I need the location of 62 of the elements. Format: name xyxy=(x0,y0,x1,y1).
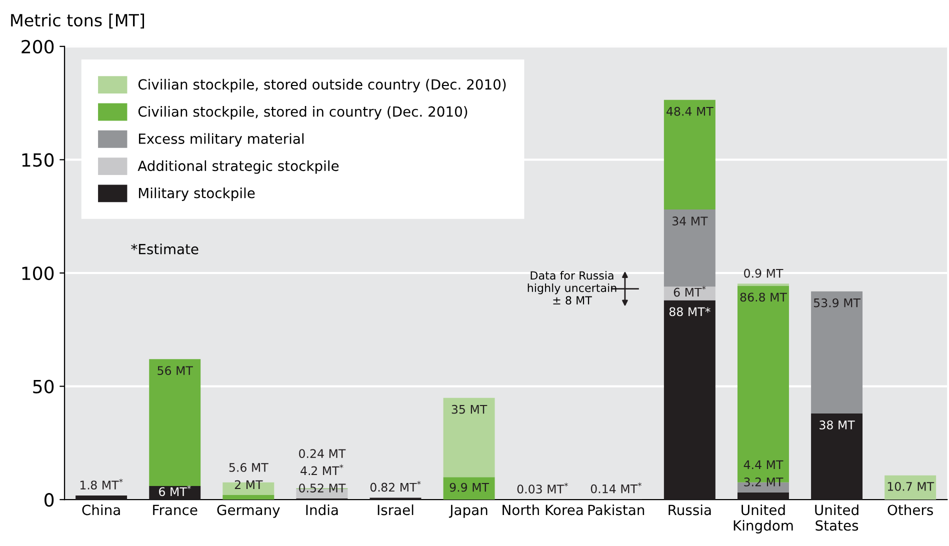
y-tick-label: 100 xyxy=(22,266,54,280)
bar xyxy=(664,100,716,210)
data-label: 0.82 MT$^{*}$ xyxy=(370,480,421,492)
x-tick-label: United States xyxy=(815,504,858,531)
data-label: 38 MT xyxy=(820,420,855,430)
data-label: 9.9 MT xyxy=(450,482,490,492)
y-tick-label: 150 xyxy=(22,153,54,167)
x-tick-label: India xyxy=(306,504,338,516)
bar xyxy=(811,291,863,414)
annotation: *Estimate xyxy=(131,244,198,254)
data-label: 86.8 MT xyxy=(740,292,787,302)
data-label: 4.4 MT xyxy=(744,460,784,470)
legend-label: Additional strategic stockpile xyxy=(138,160,339,174)
x-tick-label: Japan xyxy=(448,504,488,518)
x-tick-label: Others xyxy=(888,504,933,516)
data-label: 0.52 MT xyxy=(299,484,346,492)
data-label: 34 MT xyxy=(672,216,708,226)
data-label: 2 MT xyxy=(234,480,263,489)
data-label: 48.4 MT xyxy=(666,106,714,116)
bar xyxy=(811,413,863,500)
data-label: 0.14 MT$^{*}$ xyxy=(590,482,642,494)
legend-label: Civilian stockpile, stored outside country (Dec. 2010) xyxy=(138,78,506,92)
bar xyxy=(149,359,201,486)
legend-label: Military stockpile xyxy=(138,188,255,201)
x-tick-label: North Korea xyxy=(502,504,583,516)
data-label: 5.6 MT xyxy=(229,462,268,472)
bar xyxy=(222,495,274,500)
legend-label: Excess military material xyxy=(138,133,304,147)
data-label: 88 MT* xyxy=(669,307,710,316)
data-label: 0.9 MT xyxy=(744,268,784,278)
data-label: 6 MT$^{*}$ xyxy=(674,286,706,297)
y-tick-label: 0 xyxy=(44,493,54,507)
legend-label: Civilian stockpile, stored in country (Dec. 2010) xyxy=(138,106,468,120)
x-tick-label: Germany xyxy=(217,504,280,518)
data-label: 1.8 MT$^{*}$ xyxy=(80,478,123,490)
x-tick-label: France xyxy=(153,504,198,516)
data-label: 0.24 MT xyxy=(299,449,346,458)
bar xyxy=(737,492,789,500)
x-tick-label: China xyxy=(82,504,120,516)
bar xyxy=(443,477,495,500)
bar xyxy=(443,398,495,478)
bar xyxy=(664,300,716,500)
data-label: 56 MT xyxy=(158,366,193,376)
data-label: 53.9 MT xyxy=(814,298,861,308)
data-label: 10.7 MT xyxy=(888,482,934,491)
annotation: Data for Russia highly uncertain ± 8 MT xyxy=(528,271,616,305)
data-label: 4.2 MT$^{*}$ xyxy=(300,464,344,476)
x-tick-label: Israel xyxy=(378,504,414,516)
data-label: 35 MT xyxy=(452,404,488,414)
y-tick-label: 200 xyxy=(22,40,54,54)
y-tick-label: 50 xyxy=(33,380,54,394)
bar xyxy=(76,496,128,500)
data-label: 0.03 MT$^{*}$ xyxy=(517,482,568,494)
bar xyxy=(222,482,274,496)
x-tick-label: United Kingdom xyxy=(734,504,793,534)
y-axis-title: Metric tons [MT] xyxy=(11,14,144,29)
x-tick-label: Russia xyxy=(668,504,711,516)
data-label: 3.2 MT xyxy=(744,477,784,486)
bar xyxy=(884,475,936,500)
data-label: 6 MT$^{*}$ xyxy=(159,485,191,496)
x-tick-label: Pakistan xyxy=(588,504,644,516)
bar xyxy=(664,210,716,287)
